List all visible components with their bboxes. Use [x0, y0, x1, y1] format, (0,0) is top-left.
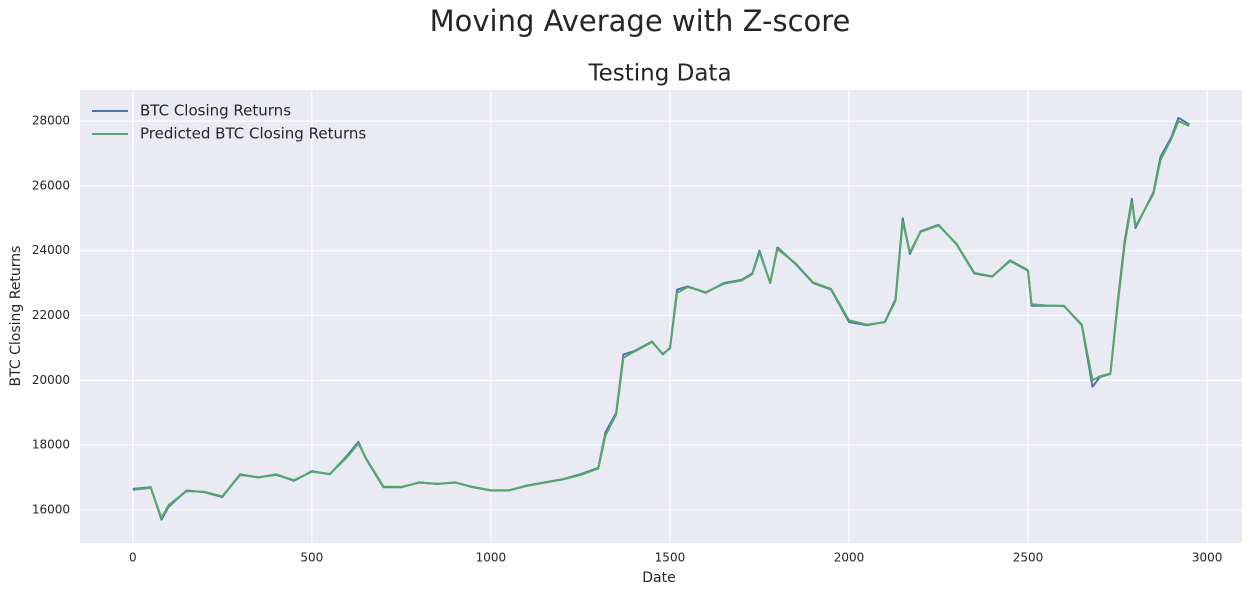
x-tick-label: 1500 — [655, 551, 686, 565]
legend-label: BTC Closing Returns — [140, 102, 291, 120]
y-tick-label: 24000 — [32, 243, 70, 257]
y-tick-label: 18000 — [32, 438, 70, 452]
y-axis-label: BTC Closing Returns — [8, 246, 24, 387]
legend-label: Predicted BTC Closing Returns — [140, 125, 366, 143]
x-tick-label: 3000 — [1192, 551, 1223, 565]
chart-title: Moving Average with Z-score — [430, 4, 851, 38]
x-tick-label: 500 — [300, 551, 323, 565]
y-tick-label: 22000 — [32, 308, 70, 322]
x-tick-label: 0 — [129, 551, 137, 565]
chart-subtitle: Testing Data — [587, 61, 731, 87]
series-line — [132, 120, 1190, 519]
plot-area — [80, 90, 1242, 543]
y-tick-label: 20000 — [32, 373, 70, 387]
x-tick-label: 1000 — [476, 551, 507, 565]
y-tick-label: 26000 — [32, 178, 70, 192]
x-axis-label: Date — [642, 570, 675, 586]
y-tick-label: 16000 — [32, 502, 70, 516]
y-tick-label: 28000 — [32, 114, 70, 128]
x-tick-label: 2500 — [1013, 551, 1044, 565]
x-tick-label: 2000 — [834, 551, 865, 565]
